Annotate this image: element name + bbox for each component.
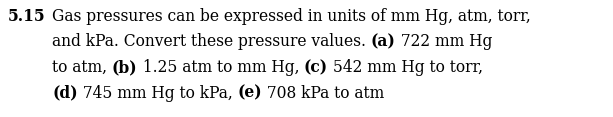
Text: (b): (b): [112, 59, 137, 76]
Text: (c): (c): [304, 59, 328, 76]
Text: (e): (e): [237, 84, 262, 102]
Text: to atm,: to atm,: [52, 59, 112, 76]
Text: 708 kPa to atm: 708 kPa to atm: [262, 84, 384, 102]
Text: (d): (d): [52, 84, 78, 102]
Text: and kPa. Convert these pressure values.: and kPa. Convert these pressure values.: [52, 33, 371, 51]
Text: 1.25 atm to mm Hg,: 1.25 atm to mm Hg,: [137, 59, 304, 76]
Text: 5.15: 5.15: [8, 8, 45, 25]
Text: (a): (a): [371, 33, 396, 51]
Text: Gas pressures can be expressed in units of mm Hg, atm, torr,: Gas pressures can be expressed in units …: [52, 8, 531, 25]
Text: 542 mm Hg to torr,: 542 mm Hg to torr,: [328, 59, 483, 76]
Text: 722 mm Hg: 722 mm Hg: [396, 33, 492, 51]
Text: 745 mm Hg to kPa,: 745 mm Hg to kPa,: [78, 84, 237, 102]
